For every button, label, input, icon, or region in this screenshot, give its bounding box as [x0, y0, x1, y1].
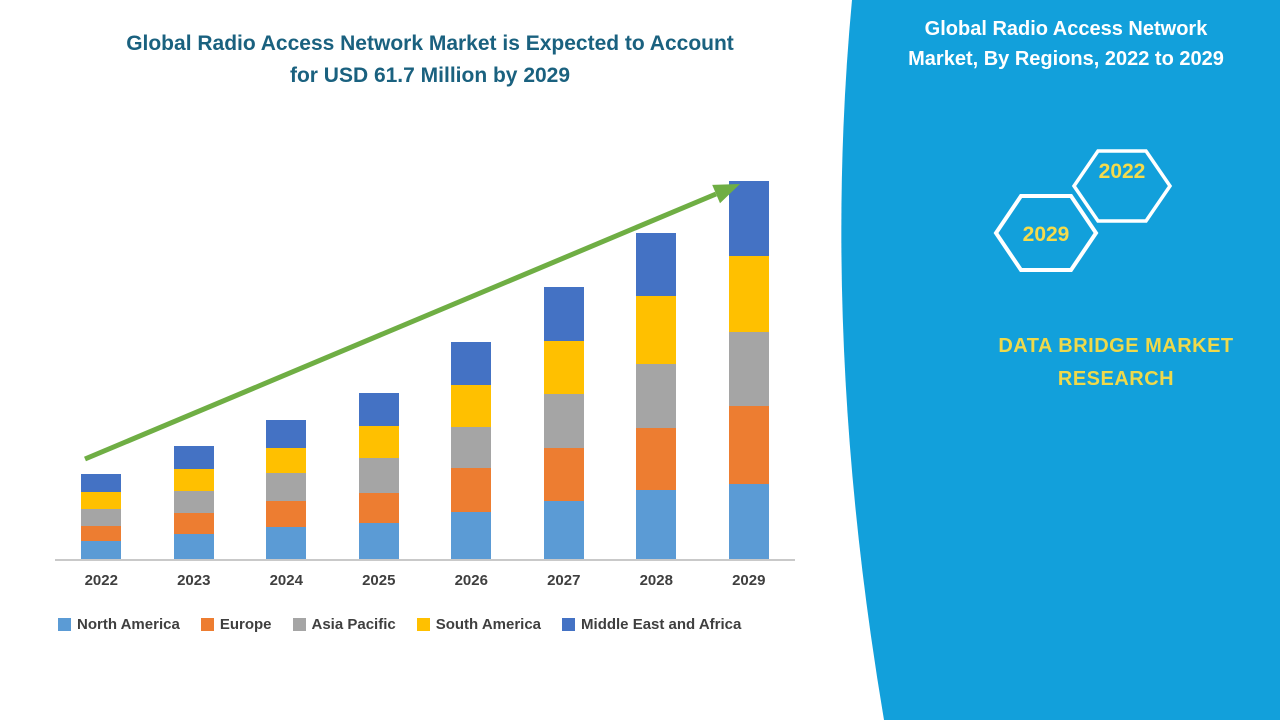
legend-label-north-america: North America — [77, 616, 180, 633]
bar-segment-2027-middle-east-and-africa — [543, 286, 584, 342]
bar-segment-2029-europe — [728, 405, 769, 484]
bar-segment-2027-south-america — [543, 341, 584, 394]
x-axis-label-2022: 2022 — [84, 572, 118, 589]
x-axis-labels: 2022 2023 2024 2025 2026 2027 2028 2029 — [55, 572, 795, 589]
chart-legend: North America Europe Asia Pacific South Ame… — [58, 616, 741, 633]
bar-segment-2024-south-america — [266, 448, 307, 474]
bar-2025 — [333, 181, 426, 559]
brand-text: DATA BRIDGE MARKET RESEARCH — [985, 330, 1247, 396]
bar-segment-2023-middle-east-and-africa — [173, 446, 214, 469]
bar-segment-2026-middle-east-and-africa — [451, 341, 492, 385]
bar-segment-2026-asia-pacific — [451, 426, 492, 469]
x-axis-label-2029: 2029 — [732, 572, 766, 589]
legend-label-asia-pacific: Asia Pacific — [311, 616, 396, 633]
bar-segment-2022-middle-east-and-africa — [81, 474, 122, 492]
bar-2026 — [425, 181, 518, 559]
bar-segment-2025-south-america — [358, 426, 399, 459]
bar-segment-2023-europe — [173, 512, 214, 534]
badge-year-2029: 2029 — [1023, 223, 1070, 246]
bar-segment-2026-south-america — [451, 384, 492, 427]
bar-2024 — [240, 181, 333, 559]
legend-swatch-north-america — [58, 618, 71, 631]
legend-item-middle-east-and-africa: Middle East and Africa — [562, 616, 741, 633]
brand-line1: DATA BRIDGE MARKET — [998, 335, 1234, 357]
bar-2023 — [148, 181, 241, 559]
panel-title-line2: Market, By Regions, 2022 to 2029 — [908, 48, 1224, 70]
bar-segment-2023-asia-pacific — [173, 490, 214, 513]
chart-title-line2: for USD 61.7 Million by 2029 — [289, 64, 571, 87]
legend-swatch-middle-east-and-africa — [562, 618, 576, 631]
bar-segment-2026-north-america — [451, 512, 492, 559]
bar-segment-2029-north-america — [728, 483, 769, 559]
legend-item-europe: Europe — [200, 616, 272, 633]
bar-segment-2023-north-america — [173, 533, 214, 559]
panel-title-line1: Global Radio Access Network — [924, 18, 1208, 40]
legend-swatch-europe — [200, 618, 214, 631]
x-axis-label-2028: 2028 — [639, 572, 673, 589]
bar-2028 — [610, 181, 703, 559]
bar-segment-2025-europe — [358, 493, 399, 524]
x-axis-label-2027: 2027 — [547, 572, 581, 589]
bar-segment-2023-south-america — [173, 468, 214, 491]
bar-2022 — [55, 181, 148, 559]
legend-label-south-america: South America — [435, 616, 542, 633]
legend-label-europe: Europe — [219, 616, 272, 633]
bar-segment-2024-north-america — [266, 526, 307, 559]
bar-segment-2028-asia-pacific — [636, 363, 677, 428]
bar-segment-2028-europe — [636, 427, 677, 491]
chart-title-line1: Global Radio Access Network Market is Ex… — [126, 32, 734, 55]
bar-2027 — [518, 181, 611, 559]
badge-year-2022: 2022 — [1099, 160, 1146, 183]
bar-2029 — [703, 181, 796, 559]
hexagon-badge-2022 — [1071, 149, 1173, 223]
bar-segment-2022-asia-pacific — [81, 509, 122, 527]
bar-segment-2025-asia-pacific — [358, 458, 399, 494]
bar-segment-2026-europe — [451, 468, 492, 513]
legend-item-north-america: North America — [58, 616, 180, 633]
bar-segment-2024-middle-east-and-africa — [266, 420, 307, 449]
x-axis-label-2023: 2023 — [177, 572, 211, 589]
bar-segment-2025-middle-east-and-africa — [358, 392, 399, 426]
bar-segment-2022-europe — [81, 526, 122, 542]
bar-segment-2029-asia-pacific — [728, 332, 769, 406]
bar-segment-2029-south-america — [728, 255, 769, 333]
bar-segment-2024-asia-pacific — [266, 473, 307, 502]
brand-line2: RESEARCH — [1057, 368, 1175, 390]
bar-segment-2025-north-america — [358, 523, 399, 559]
blue-panel-shape — [841, 0, 1280, 720]
legend-swatch-south-america — [416, 618, 430, 631]
bar-segment-2024-europe — [266, 501, 307, 527]
x-axis-label-2025: 2025 — [362, 572, 396, 589]
stacked-bar-chart — [55, 181, 795, 561]
legend-label-middle-east-and-africa: Middle East and Africa — [581, 616, 742, 633]
bar-segment-2027-north-america — [543, 501, 584, 559]
x-axis-label-2026: 2026 — [454, 572, 488, 589]
bar-segment-2022-south-america — [81, 491, 122, 510]
legend-item-asia-pacific: Asia Pacific — [292, 616, 396, 633]
bar-segment-2027-asia-pacific — [543, 393, 584, 449]
bar-segment-2028-middle-east-and-africa — [636, 233, 677, 297]
bar-segment-2028-north-america — [636, 490, 677, 559]
bar-segment-2028-south-america — [636, 296, 677, 364]
bar-segment-2027-europe — [543, 448, 584, 502]
legend-item-south-america: South America — [416, 616, 542, 633]
panel-title: Global Radio Access Network Market, By R… — [878, 14, 1254, 74]
x-axis-label-2024: 2024 — [269, 572, 303, 589]
bar-segment-2029-middle-east-and-africa — [728, 181, 769, 256]
chart-title: Global Radio Access Network Market is Ex… — [40, 28, 820, 92]
hexagon-badge-2029 — [993, 194, 1099, 272]
legend-swatch-asia-pacific — [292, 618, 306, 631]
bar-segment-2022-north-america — [81, 541, 122, 559]
